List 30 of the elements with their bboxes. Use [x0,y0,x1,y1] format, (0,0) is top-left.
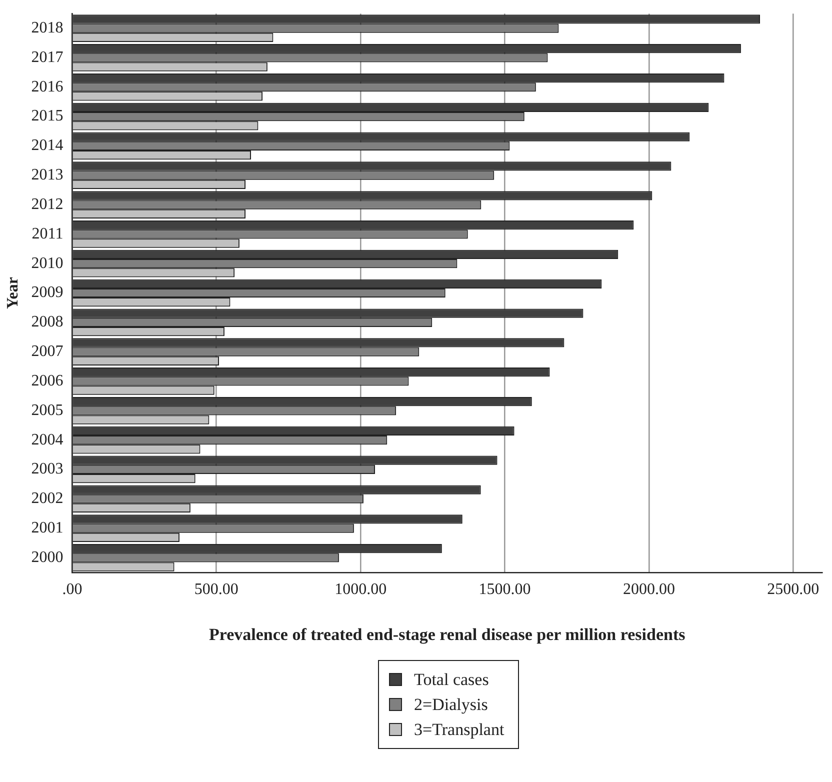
y-tick-label: 2004 [31,431,64,448]
y-tick-label: 2013 [31,166,64,184]
x-tick-label: 500.00 [194,581,238,598]
y-tick-label: 2008 [31,314,64,331]
y-tick-label: 2001 [31,519,64,536]
y-tick-label: 2005 [31,402,64,419]
x-tick-label: 2500.00 [767,581,820,598]
y-tick-label: 2006 [31,372,64,390]
y-tick-label: 2014 [31,137,64,154]
y-tick-label: 2003 [31,460,64,478]
x-tick-label: 2000.00 [622,581,675,598]
x-tick-label: 1500.00 [478,581,531,598]
x-tick-label: 1000.00 [334,581,387,598]
y-tick-label: 2010 [31,254,64,272]
y-tick-label: 2002 [31,490,64,508]
y-tick-label: 2018 [31,20,64,37]
legend-label: 2=Dialysis [414,694,488,714]
y-tick-label: 2012 [31,196,64,213]
y-tick-label: 2015 [31,108,64,125]
x-tick-label: .00 [62,581,82,598]
y-axis-title: Year [4,277,22,309]
y-tick-label: 2016 [31,78,64,96]
y-tick-label: 2011 [32,225,64,242]
y-tick-label: 2007 [31,343,64,360]
y-tick-label: 2017 [31,48,64,66]
x-axis-title: Prevalence of treated end-stage renal disease per million residents [208,625,686,644]
legend-label: 3=Transplant [414,720,504,740]
y-tick-label: 2000 [31,548,64,566]
legend-label: Total cases [414,670,489,690]
y-tick-label: 2009 [31,284,64,302]
